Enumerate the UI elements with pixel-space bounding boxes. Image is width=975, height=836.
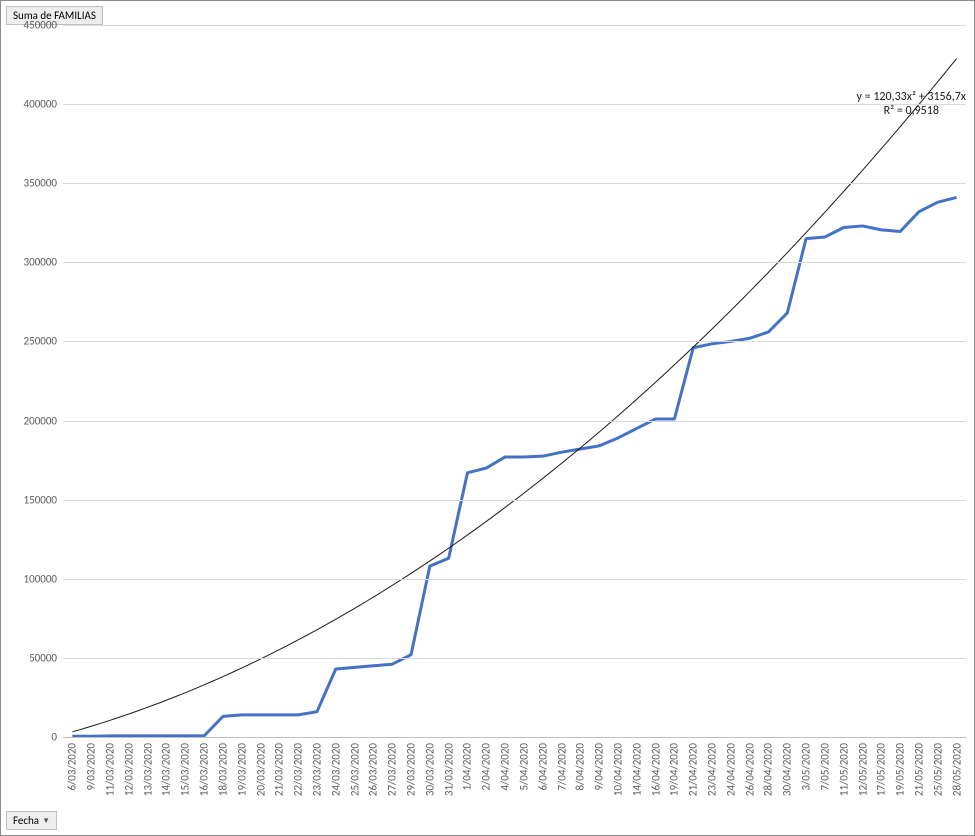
x-tick-label: 24/03/2020 (329, 743, 342, 796)
y-tick-label: 300000 (24, 256, 57, 269)
x-tick-label: 5/04/2020 (517, 743, 530, 791)
x-tick-label: 14/03/2020 (160, 743, 173, 796)
x-axis-field-button[interactable]: Fecha ▼ (6, 811, 57, 830)
x-tick-label: 25/05/2020 (931, 743, 944, 796)
gridline (63, 262, 966, 263)
gridline (63, 104, 966, 105)
x-tick-label: 9/03/2020 (85, 743, 98, 791)
x-axis-field-label: Fecha (13, 814, 39, 827)
x-tick-label: 24/04/2020 (724, 743, 737, 796)
plot-area: y = 120,33x² + 3156,7x R² = 0,9518 05000… (63, 25, 966, 737)
y-tick-label: 50000 (29, 651, 57, 664)
x-tick-label: 30/03/2020 (423, 743, 436, 796)
y-tick-label: 350000 (24, 177, 57, 190)
x-tick-label: 19/03/2020 (235, 743, 248, 796)
data-series-line (72, 197, 956, 736)
x-tick-label: 2/04/2020 (480, 743, 493, 791)
gridline (63, 341, 966, 342)
x-tick-label: 28/04/2020 (762, 743, 775, 796)
gridline (63, 421, 966, 422)
x-tick-label: 7/05/2020 (818, 743, 831, 791)
x-tick-label: 16/03/2020 (198, 743, 211, 796)
x-tick-label: 10/04/2020 (611, 743, 624, 796)
x-tick-label: 6/03/2020 (66, 743, 79, 791)
x-tick-label: 4/04/2020 (499, 743, 512, 791)
x-tick-label: 23/03/2020 (310, 743, 323, 796)
x-tick-label: 12/05/2020 (856, 743, 869, 796)
x-tick-label: 16/04/2020 (649, 743, 662, 796)
chevron-down-icon: ▼ (42, 816, 50, 826)
equation-r-squared: R² = 0,9518 (857, 104, 966, 118)
x-tick-label: 1/04/2020 (461, 743, 474, 791)
y-tick-label: 250000 (24, 335, 57, 348)
gridline (63, 183, 966, 184)
x-tick-label: 26/04/2020 (743, 743, 756, 796)
y-tick-label: 100000 (24, 572, 57, 585)
x-tick-label: 9/04/2020 (593, 743, 606, 791)
gridline (63, 579, 966, 580)
x-tick-label: 20/03/2020 (254, 743, 267, 796)
chart-container: Suma de FAMILIAS Fecha ▼ y = 120,33x² + … (0, 0, 975, 836)
x-tick-label: 26/03/2020 (367, 743, 380, 796)
trendline (72, 59, 956, 732)
x-tick-label: 12/03/2020 (122, 743, 135, 796)
y-tick-label: 400000 (24, 98, 57, 111)
y-tick-label: 200000 (24, 414, 57, 427)
y-tick-label: 0 (51, 731, 57, 744)
x-tick-label: 30/04/2020 (781, 743, 794, 796)
x-tick-label: 19/05/2020 (894, 743, 907, 796)
x-tick-label: 15/03/2020 (179, 743, 192, 796)
equation-formula: y = 120,33x² + 3156,7x (857, 90, 966, 104)
x-tick-label: 17/05/2020 (875, 743, 888, 796)
x-tick-label: 18/03/2020 (216, 743, 229, 796)
x-tick-label: 27/03/2020 (386, 743, 399, 796)
x-tick-label: 21/03/2020 (273, 743, 286, 796)
gridline (63, 658, 966, 659)
x-tick-label: 25/03/2020 (348, 743, 361, 796)
x-tick-label: 6/04/2020 (536, 743, 549, 791)
x-tick-label: 23/04/2020 (706, 743, 719, 796)
gridline (63, 25, 966, 26)
chart-lines-svg (63, 25, 966, 737)
x-tick-label: 11/05/2020 (837, 743, 850, 796)
x-tick-label: 13/03/2020 (141, 743, 154, 796)
x-tick-label: 31/03/2020 (442, 743, 455, 796)
x-tick-label: 22/03/2020 (292, 743, 305, 796)
x-tick-label: 19/04/2020 (668, 743, 681, 796)
y-tick-label: 150000 (24, 493, 57, 506)
x-tick-label: 21/04/2020 (687, 743, 700, 796)
x-tick-label: 28/05/2020 (950, 743, 963, 796)
x-tick-label: 11/03/2020 (104, 743, 117, 796)
gridline (63, 737, 966, 738)
x-tick-label: 14/04/2020 (630, 743, 643, 796)
y-tick-label: 450000 (24, 19, 57, 32)
x-tick-label: 8/04/2020 (574, 743, 587, 791)
x-tick-label: 3/05/2020 (800, 743, 813, 791)
gridline (63, 500, 966, 501)
x-tick-label: 21/05/2020 (912, 743, 925, 796)
x-tick-label: 7/04/2020 (555, 743, 568, 791)
x-tick-label: 29/03/2020 (405, 743, 418, 796)
